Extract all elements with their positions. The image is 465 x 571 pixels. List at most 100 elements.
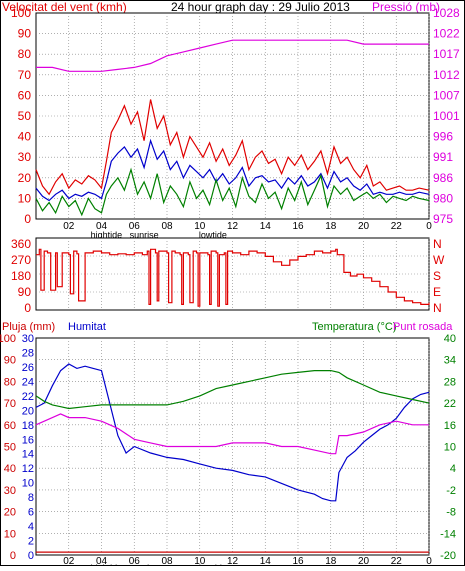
humidity-tick: 70 [4, 398, 16, 410]
pressure-label: Pressió (mb) [372, 0, 440, 14]
x-tick-label: 0 [426, 556, 432, 566]
x-tick-label: 08 [161, 556, 173, 566]
wind-speed-tick: 40 [18, 130, 32, 144]
wind-direction-tick: 0 [24, 301, 31, 315]
rain-tick: 8 [28, 492, 34, 504]
temperature-tick: 4 [450, 463, 456, 475]
rain-tick: 18 [22, 420, 34, 432]
x-tick-label: 04 [96, 221, 108, 232]
rain-tick: 22 [22, 391, 34, 403]
pressure-tick: 980 [433, 191, 453, 205]
x-tick-label: 10 [194, 221, 206, 232]
temperature-tick: 28 [444, 376, 456, 388]
x-tick-label: 20 [358, 221, 370, 232]
rain-tick: 6 [28, 507, 34, 519]
bottom-series-line-0 [35, 363, 430, 502]
pressure-tick: 1001 [433, 109, 460, 123]
series-line-1 [35, 138, 430, 202]
time-axis-top: 02 04 06 08 10 12 14 16 18 20 22 0 hightide sunrise lo… [63, 221, 432, 240]
pressure-tick: 1017 [433, 47, 460, 61]
x-tick-label: 02 [63, 556, 75, 566]
rain-tick: 30 [22, 333, 34, 345]
humidity-tick: 80 [4, 376, 16, 388]
x-tick-label: 14 [260, 556, 272, 566]
rain-humidity-temp-grid [36, 338, 430, 555]
rain-tick: 0 [28, 550, 34, 562]
rain-tick: 4 [28, 521, 34, 533]
temperature-tick: 22 [444, 398, 456, 410]
wind-speed-tick: 0 [24, 212, 31, 226]
x-tick-label: 16 [292, 221, 304, 232]
pressure-tick: 986 [433, 171, 453, 185]
temperature-tick: -8 [446, 507, 456, 519]
wind-speed-tick: 30 [18, 150, 32, 164]
temperature-label: Temperatura (°C) [312, 321, 396, 333]
temperature-tick: -20 [440, 550, 456, 562]
rain-tick: 16 [22, 434, 34, 446]
wind-speed-tick: 10 [18, 191, 32, 205]
rain-tick: 14 [22, 449, 34, 461]
wind-speed-tick: 80 [18, 47, 32, 61]
x-tick-label: 0 [426, 221, 432, 232]
pressure-tick: 975 [433, 212, 453, 226]
humidity-tick: 0 [10, 550, 16, 562]
wind-speed-tick: 100 [11, 6, 31, 20]
temperature-tick: 16 [444, 420, 456, 432]
rain-tick: 20 [22, 405, 34, 417]
wind-speed-axis: 0 10 20 30 40 50 60 70 80 90 100 [11, 6, 31, 226]
wind-speed-label: Velocitat del vent (kmh) [2, 0, 127, 14]
wind-speed-tick: 20 [18, 171, 32, 185]
x-tick-label: 12 [227, 221, 239, 232]
x-tick-label: 18 [325, 221, 337, 232]
wind-direction-tick: 360 [11, 237, 31, 251]
pressure-tick: 1022 [433, 27, 460, 41]
x-tick-label: 10 [194, 556, 206, 566]
pressure-tick: 1012 [433, 68, 460, 82]
x-tick-label: 06 [129, 221, 141, 232]
temperature-tick: -2 [446, 485, 456, 497]
wind-direction-axis: 0 90 180 270 360 [11, 237, 31, 315]
rain-tick: 28 [22, 347, 34, 359]
rain-tick: 26 [22, 362, 34, 374]
x-event-label: lowtide [199, 230, 227, 240]
humidity-tick: 40 [4, 463, 16, 475]
compass-label: N [433, 237, 442, 251]
series-line-3 [36, 39, 429, 72]
humidity-tick: 100 [0, 333, 16, 345]
temperature-tick: 10 [444, 442, 456, 454]
x-tick-label: 22 [391, 556, 403, 566]
rain-tick: 24 [22, 376, 34, 388]
x-tick-label: 20 [358, 556, 370, 566]
x-tick-label: 18 [325, 556, 337, 566]
wind-speed-tick: 70 [18, 68, 32, 82]
series-line-2 [35, 167, 430, 217]
x-tick-label: 02 [63, 221, 75, 232]
x-tick-label: 14 [260, 221, 272, 232]
wind-direction-series [36, 248, 430, 307]
rain-humidity-temp-series [35, 363, 430, 553]
compass-label: E [433, 285, 441, 299]
x-tick-label: 08 [161, 221, 173, 232]
temperature-axis: -20 -14 -8 -2 4 10 16 22 28 34 40 [440, 333, 456, 562]
humidity-tick: 90 [4, 355, 16, 367]
bottom-series-line-2 [35, 413, 429, 455]
wind-speed-tick: 90 [18, 27, 32, 41]
wind-speed-tick: 60 [18, 88, 32, 102]
rain-tick: 2 [28, 536, 34, 548]
humidity-tick: 10 [4, 528, 16, 540]
dew-point-label: Punt rosada [393, 321, 453, 333]
compass-label: S [433, 269, 441, 283]
pressure-tick: 991 [433, 150, 453, 164]
pressure-axis: 975 980 986 991 996 1001 1007 1012 1017 1022 1028 [433, 6, 460, 226]
pressure-tick: 1007 [433, 88, 460, 102]
bottom-series-line-1 [35, 370, 430, 410]
x-tick-label: 12 [227, 556, 239, 566]
wind-direction-line-0 [36, 248, 430, 307]
temperature-tick: -14 [440, 528, 456, 540]
series-line-0 [35, 99, 430, 196]
x-event-label: hightide [91, 230, 123, 240]
pressure-tick: 996 [433, 130, 453, 144]
wind-direction-tick: 90 [18, 285, 32, 299]
